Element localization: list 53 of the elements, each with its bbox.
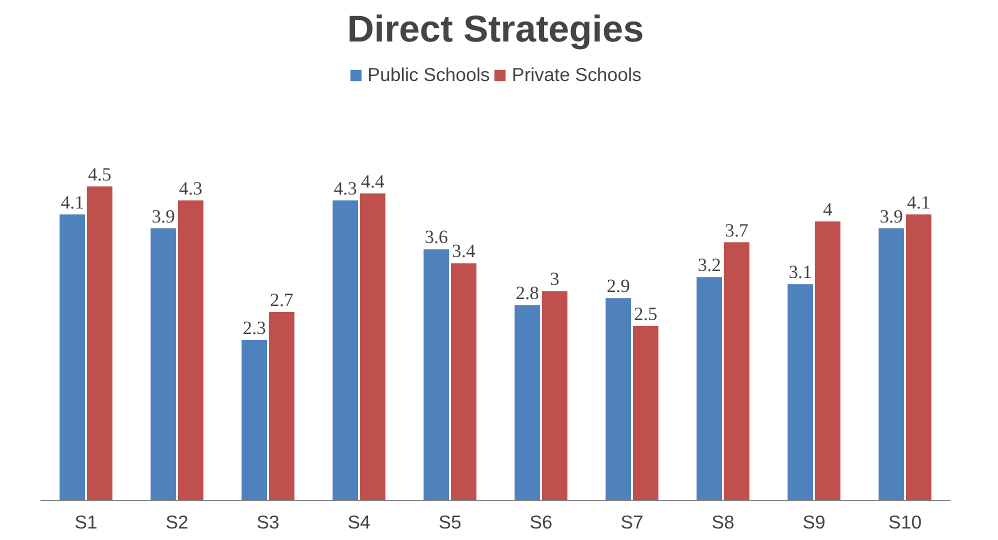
x-tick-label: S1: [74, 512, 98, 532]
x-tick-label: S4: [348, 512, 370, 532]
data-label: 2.3: [242, 318, 266, 339]
bar: [514, 305, 540, 500]
bar: [178, 200, 204, 500]
bar: [696, 277, 722, 500]
x-tick-label: S7: [620, 512, 644, 532]
data-label: 4.4: [360, 171, 385, 192]
x-tick-label: S8: [712, 512, 734, 532]
data-label: 3.1: [788, 262, 812, 284]
bar: [242, 340, 268, 500]
data-label: 3: [550, 269, 560, 290]
bar: [332, 200, 358, 500]
data-label: 4: [822, 199, 833, 220]
bar: [150, 228, 176, 500]
data-label: 2.5: [634, 304, 658, 326]
bar: [906, 214, 932, 500]
chart-title: Direct Strategies: [347, 8, 644, 50]
data-label: 3.7: [724, 220, 748, 242]
bar: [788, 284, 814, 500]
bar: [450, 263, 476, 500]
data-label: 2.9: [606, 276, 630, 298]
data-label: 4.1: [60, 192, 84, 214]
bar: [724, 242, 750, 500]
bar: [632, 326, 658, 500]
data-label: 3.9: [152, 206, 176, 228]
data-label: 3.6: [424, 227, 448, 248]
data-label: 3.9: [880, 206, 904, 228]
bar: [86, 186, 112, 500]
data-label: 3.2: [698, 255, 722, 276]
x-tick-label: S3: [256, 512, 280, 532]
data-label: 3.4: [452, 241, 476, 262]
legend-label: Private Schools: [512, 64, 642, 86]
data-label: 4.1: [906, 192, 930, 214]
bar: [424, 249, 450, 500]
x-tick-label: S9: [802, 512, 826, 532]
bar: [606, 298, 632, 500]
bar: [60, 214, 86, 500]
bar: [542, 291, 568, 500]
bar: [814, 221, 840, 500]
bar: [878, 228, 904, 500]
bar: [360, 193, 386, 500]
data-label: 4.3: [334, 178, 358, 200]
data-label: 4.3: [178, 178, 202, 200]
bar: [268, 312, 294, 500]
data-label: 4.5: [88, 164, 112, 186]
legend-label: Public Schools: [368, 64, 490, 86]
data-label: 2.8: [516, 283, 540, 304]
x-tick-label: S10: [888, 512, 922, 532]
x-tick-label: S2: [166, 512, 188, 532]
data-label: 2.7: [270, 290, 294, 312]
x-tick-label: S6: [530, 512, 552, 532]
x-tick-label: S5: [438, 512, 462, 532]
